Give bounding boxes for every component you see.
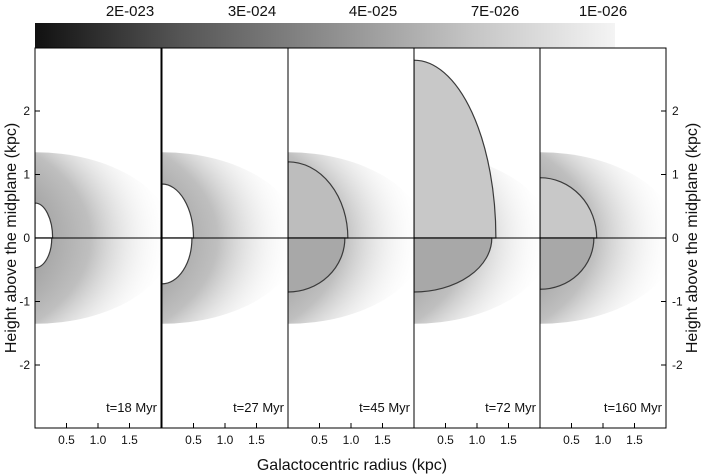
y-axis-label-right: Height above the midplane (kpc) — [684, 123, 701, 353]
bubble-shell-lower — [540, 237, 595, 290]
colorbar-tick-label: 1E-026 — [579, 3, 627, 20]
time-label: t=45 Myr — [359, 400, 411, 415]
x-tick-label: 0.5 — [311, 433, 328, 447]
bubble-shell-lower — [288, 237, 346, 293]
time-label: t=160 Myr — [604, 400, 663, 415]
y-tick-label-left: 0 — [23, 231, 30, 245]
x-tick-label: 1.5 — [500, 433, 517, 447]
x-tick-label: 0.5 — [58, 433, 75, 447]
bubble-shell-upper — [540, 177, 598, 239]
x-tick-label: 1.5 — [121, 433, 138, 447]
panel: 0.5 1.0 1.5 t=160 Myr — [539, 47, 667, 447]
y-tick-label-right: 2 — [672, 104, 679, 118]
y-tick-label-left: -2 — [19, 358, 30, 372]
time-label: t=72 Myr — [485, 400, 537, 415]
x-tick-label: 1.5 — [248, 433, 265, 447]
colorbar-tick-label: 7E-026 — [471, 3, 519, 20]
panel: 0.5 1.0 1.5 t=18 Myr — [34, 47, 162, 447]
x-tick-label: 1.5 — [626, 433, 643, 447]
x-tick-label: 1.5 — [374, 433, 391, 447]
y-tick-label-right: -2 — [672, 358, 683, 372]
colorbar-labels: 2E-023 3E-024 4E-025 7E-026 1E-026 — [106, 3, 627, 20]
panels: 0.5 1.0 1.5 t=18 Myr 0.5 1.0 1.5 t=27 Myr 0.5 1.0… — [19, 47, 683, 447]
panel: 0.5 1.0 1.5 t=72 Myr — [413, 47, 541, 447]
bubble-shell-lower — [35, 237, 53, 269]
panel: 0.5 1.0 1.5 t=45 Myr — [287, 47, 415, 447]
colorbar — [35, 23, 615, 48]
bubble-shell-lower — [162, 237, 193, 285]
x-tick-label: 1.0 — [90, 433, 107, 447]
bubble-shell-lower — [414, 237, 493, 293]
y-tick-label-left: -1 — [19, 295, 30, 309]
y-tick-label-right: 1 — [672, 168, 679, 182]
x-tick-label: 0.5 — [185, 433, 202, 447]
x-tick-label: 1.0 — [469, 433, 486, 447]
time-label: t=27 Myr — [233, 400, 285, 415]
x-tick-label: 1.0 — [595, 433, 612, 447]
bubble-shell-upper — [288, 161, 349, 239]
bubble-shell-upper — [35, 202, 54, 239]
bubble-shell-upper — [414, 59, 497, 239]
x-tick-label: 0.5 — [563, 433, 580, 447]
x-axis-label: Galactocentric radius (kpc) — [257, 457, 447, 474]
x-tick-label: 0.5 — [437, 433, 454, 447]
bubble-shell-upper — [162, 183, 195, 239]
y-tick-label-left: 2 — [23, 104, 30, 118]
colorbar-tick-label: 4E-025 — [349, 3, 397, 20]
x-tick-label: 1.0 — [217, 433, 234, 447]
colorbar-tick-label: 3E-024 — [228, 3, 276, 20]
panel: 0.5 1.0 1.5 t=27 Myr — [161, 47, 289, 447]
x-tick-label: 1.0 — [343, 433, 360, 447]
colorbar-tick-label: 2E-023 — [106, 3, 154, 20]
y-tick-label-right: -1 — [672, 295, 683, 309]
y-tick-label-left: 1 — [23, 168, 30, 182]
y-tick-label-right: 0 — [672, 231, 679, 245]
time-label: t=18 Myr — [106, 400, 158, 415]
y-axis-label-left: Height above the midplane (kpc) — [3, 123, 20, 353]
